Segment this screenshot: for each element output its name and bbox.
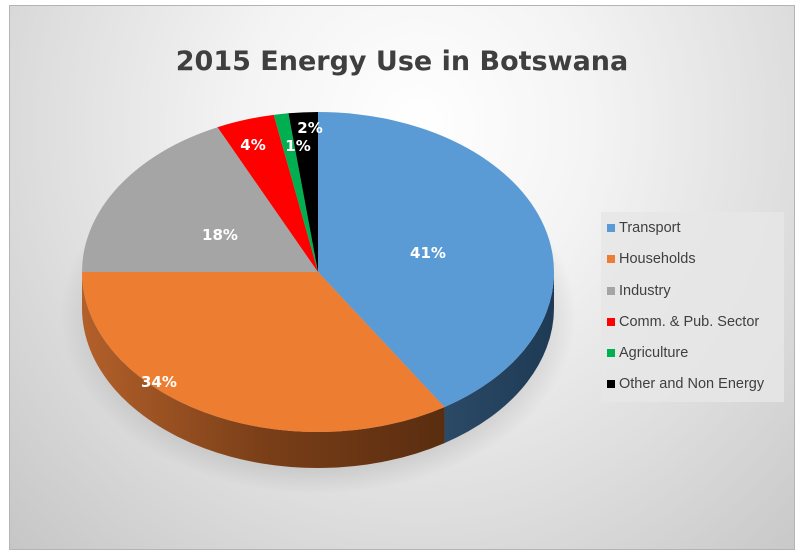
swatch-icon xyxy=(607,380,615,388)
label-other: 2% xyxy=(297,119,322,137)
pie-slice-households[interactable] xyxy=(82,272,445,433)
swatch-icon xyxy=(607,224,615,232)
legend-item-comm-pub-sector[interactable]: Comm. & Pub. Sector xyxy=(607,312,759,332)
swatch-icon xyxy=(607,287,615,295)
legend: Transport Households Industry Comm. & Pu… xyxy=(601,212,784,402)
label-comm: 4% xyxy=(240,136,265,154)
chart-title: 2015 Energy Use in Botswana xyxy=(175,46,629,77)
pie-slice-agriculture[interactable] xyxy=(273,113,318,272)
legend-item-households[interactable]: Households xyxy=(607,249,696,269)
slice-side-0 xyxy=(444,272,554,444)
legend-item-industry[interactable]: Industry xyxy=(607,281,671,301)
legend-item-transport[interactable]: Transport xyxy=(607,218,681,238)
swatch-icon xyxy=(607,255,615,263)
pie-group xyxy=(60,112,576,494)
legend-item-agriculture[interactable]: Agriculture xyxy=(607,343,688,363)
pie-slice-transport[interactable] xyxy=(318,112,554,408)
pie-data-labels: 41% 34% 18% 4% 1% 2% xyxy=(141,119,446,391)
pie-slice-other-and-non-energy[interactable] xyxy=(288,112,318,272)
pie-slice-industry[interactable] xyxy=(82,127,318,273)
slice-side-1 xyxy=(82,272,445,468)
swatch-icon xyxy=(607,349,615,357)
label-transport: 41% xyxy=(410,244,446,262)
pie-slice-comm-pub-sector[interactable] xyxy=(217,114,318,272)
legend-item-other-non-energy[interactable]: Other and Non Energy xyxy=(607,374,764,394)
swatch-icon xyxy=(607,318,615,326)
label-households: 34% xyxy=(141,373,177,391)
label-agriculture: 1% xyxy=(285,137,310,155)
label-industry: 18% xyxy=(202,226,238,244)
